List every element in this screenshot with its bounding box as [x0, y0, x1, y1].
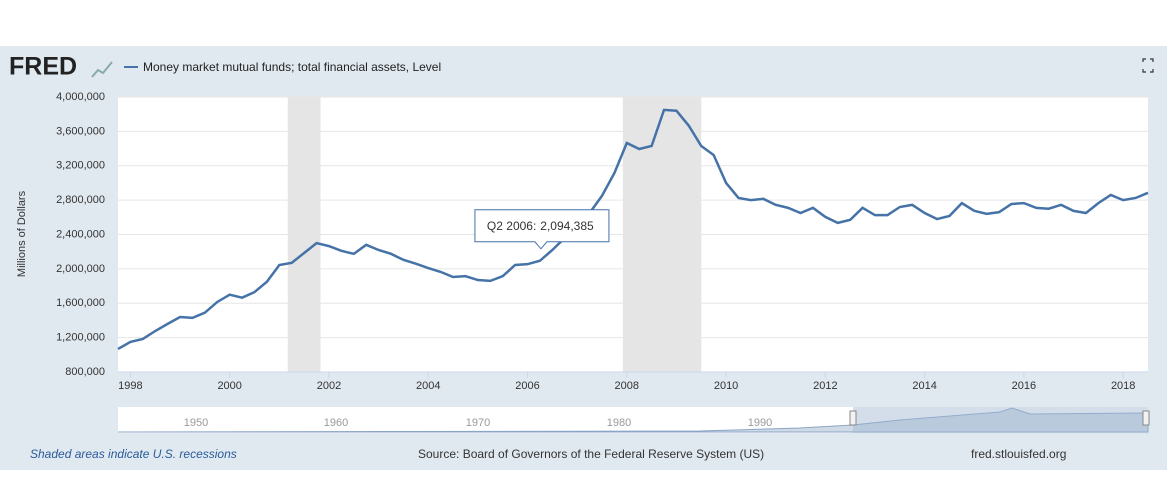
plot: 800,000 1,200,000 1,600,000 2,000,000 2,400,… — [56, 91, 1149, 392]
navigator-handle[interactable] — [849, 410, 857, 426]
navigator-label: 1960 — [324, 417, 348, 429]
navigator-label: 1990 — [748, 417, 772, 429]
legend-label[interactable]: Money market mutual funds; total financi… — [143, 60, 441, 74]
y-tick-label: 2,000,000 — [56, 263, 105, 275]
series-line — [117, 108, 1149, 351]
navigator-label: 1950 — [184, 417, 208, 429]
navigator-handle[interactable] — [1142, 410, 1150, 426]
x-tick-label: 2000 — [217, 380, 241, 392]
y-tick-label: 1,600,000 — [56, 297, 105, 309]
x-tick-label: 1998 — [118, 380, 142, 392]
y-tick-label: 2,800,000 — [56, 194, 105, 206]
tooltip-text: Q2 2006: 2,094,385 — [487, 219, 594, 233]
y-tick-label: 1,200,000 — [56, 332, 105, 344]
x-tick-label: 2012 — [813, 380, 837, 392]
x-tick-label: 2008 — [615, 380, 639, 392]
y-tick-label: 4,000,000 — [56, 91, 105, 103]
y-tick-label: 3,600,000 — [56, 125, 105, 137]
y-axis-label: Millions of Dollars — [16, 190, 28, 277]
y-tick-label: 800,000 — [65, 366, 105, 378]
logo: FRED — [9, 53, 77, 81]
y-tick-label: 3,200,000 — [56, 160, 105, 172]
x-tick-label: 2002 — [317, 380, 341, 392]
x-tick-label: 2018 — [1111, 380, 1135, 392]
x-tick-label: 2014 — [912, 380, 936, 392]
logo-icon — [91, 61, 113, 78]
tooltip-x: Q2 2006: — [487, 219, 536, 233]
fullscreen-button[interactable] — [1142, 58, 1154, 73]
tooltip-value: 2,094,385 — [540, 219, 594, 233]
x-tick-label: 2006 — [515, 380, 539, 392]
x-tick-label: 2016 — [1012, 380, 1036, 392]
navigator-label: 1970 — [466, 417, 490, 429]
source: Source: Board of Governors of the Federa… — [418, 447, 764, 461]
site-link[interactable]: fred.stlouisfed.org — [971, 447, 1066, 461]
navigator-label: 1980 — [607, 417, 631, 429]
y-tick-label: 2,400,000 — [56, 228, 105, 240]
tooltip-box — [474, 209, 610, 250]
navigator-selection[interactable] — [853, 407, 1148, 433]
x-tick-label: 2004 — [416, 380, 440, 392]
navigator-labels: 1950 1960 1970 1980 1990 — [184, 417, 772, 429]
x-tick-label: 2010 — [714, 380, 738, 392]
recession-note: Shaded areas indicate U.S. recessions — [30, 447, 237, 461]
